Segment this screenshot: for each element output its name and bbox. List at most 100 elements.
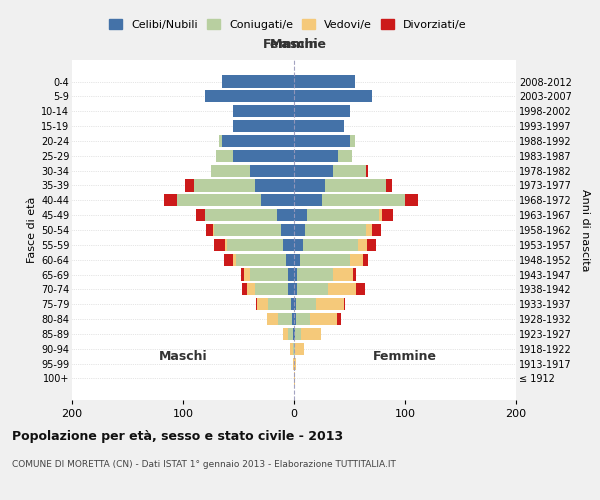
Bar — [205, 90, 294, 102]
Bar — [225, 239, 227, 251]
Bar — [289, 328, 293, 340]
Bar — [303, 239, 358, 251]
Bar — [294, 342, 295, 355]
Bar — [233, 254, 236, 266]
Bar — [367, 239, 376, 251]
Bar — [290, 342, 293, 355]
Bar — [322, 194, 405, 206]
Bar — [292, 313, 294, 325]
Bar — [294, 120, 344, 132]
Bar — [214, 224, 281, 236]
Bar — [349, 135, 355, 147]
Bar — [281, 224, 294, 236]
Bar — [296, 298, 316, 310]
Bar — [222, 76, 294, 88]
Bar — [283, 328, 289, 340]
Bar — [366, 164, 368, 176]
Bar — [211, 164, 250, 176]
Bar — [260, 194, 294, 206]
Bar — [250, 268, 289, 280]
Bar — [213, 224, 214, 236]
Bar — [333, 164, 366, 176]
Bar — [294, 105, 349, 118]
Bar — [290, 298, 294, 310]
Bar — [337, 313, 341, 325]
Bar — [277, 209, 294, 221]
Bar — [268, 298, 290, 310]
Bar — [382, 209, 393, 221]
Text: Femmine: Femmine — [373, 350, 437, 364]
Bar — [289, 268, 294, 280]
Bar — [363, 254, 368, 266]
Bar — [405, 194, 418, 206]
Bar — [328, 284, 356, 296]
Bar — [289, 284, 294, 296]
Bar — [316, 298, 344, 310]
Bar — [218, 135, 222, 147]
Bar — [294, 284, 298, 296]
Bar — [294, 180, 325, 192]
Bar — [233, 150, 294, 162]
Bar — [344, 298, 345, 310]
Bar — [295, 328, 301, 340]
Bar — [194, 180, 255, 192]
Bar — [296, 313, 310, 325]
Bar — [293, 342, 294, 355]
Bar — [294, 298, 296, 310]
Bar — [236, 254, 286, 266]
Bar — [233, 105, 294, 118]
Bar — [224, 254, 233, 266]
Bar — [255, 180, 294, 192]
Bar — [295, 342, 304, 355]
Bar — [222, 135, 294, 147]
Bar — [294, 372, 295, 384]
Bar — [293, 358, 294, 370]
Bar — [294, 164, 333, 176]
Text: Popolazione per età, sesso e stato civile - 2013: Popolazione per età, sesso e stato civil… — [12, 430, 343, 443]
Bar — [299, 254, 349, 266]
Bar — [268, 313, 278, 325]
Bar — [293, 328, 294, 340]
Bar — [244, 268, 250, 280]
Bar — [242, 284, 247, 296]
Bar — [372, 224, 380, 236]
Bar — [286, 254, 294, 266]
Bar — [206, 224, 213, 236]
Bar — [250, 164, 294, 176]
Y-axis label: Anni di nascita: Anni di nascita — [580, 188, 590, 271]
Bar — [294, 328, 295, 340]
Bar — [379, 209, 382, 221]
Bar — [310, 313, 337, 325]
Text: Maschi: Maschi — [158, 350, 208, 364]
Bar — [256, 298, 257, 310]
Bar — [358, 239, 367, 251]
Bar — [294, 150, 338, 162]
Bar — [353, 268, 356, 280]
Bar — [241, 268, 244, 280]
Legend: Celibi/Nubili, Coniugati/e, Vedovi/e, Divorziati/e: Celibi/Nubili, Coniugati/e, Vedovi/e, Di… — [106, 16, 470, 33]
Bar — [216, 150, 233, 162]
Bar — [257, 298, 268, 310]
Bar — [247, 284, 255, 296]
Bar — [178, 194, 260, 206]
Bar — [301, 328, 320, 340]
Bar — [227, 239, 283, 251]
Bar — [214, 239, 225, 251]
Bar — [294, 209, 307, 221]
Bar — [294, 239, 303, 251]
Bar — [164, 194, 178, 206]
Bar — [255, 284, 289, 296]
Bar — [356, 284, 365, 296]
Bar — [294, 224, 305, 236]
Bar — [278, 313, 292, 325]
Bar — [283, 239, 294, 251]
Bar — [325, 180, 386, 192]
Bar — [205, 209, 277, 221]
Y-axis label: Fasce di età: Fasce di età — [26, 197, 37, 263]
Bar — [338, 150, 352, 162]
Bar — [294, 358, 296, 370]
Bar — [294, 135, 349, 147]
Bar — [386, 180, 392, 192]
Bar — [294, 268, 298, 280]
Bar — [185, 180, 194, 192]
